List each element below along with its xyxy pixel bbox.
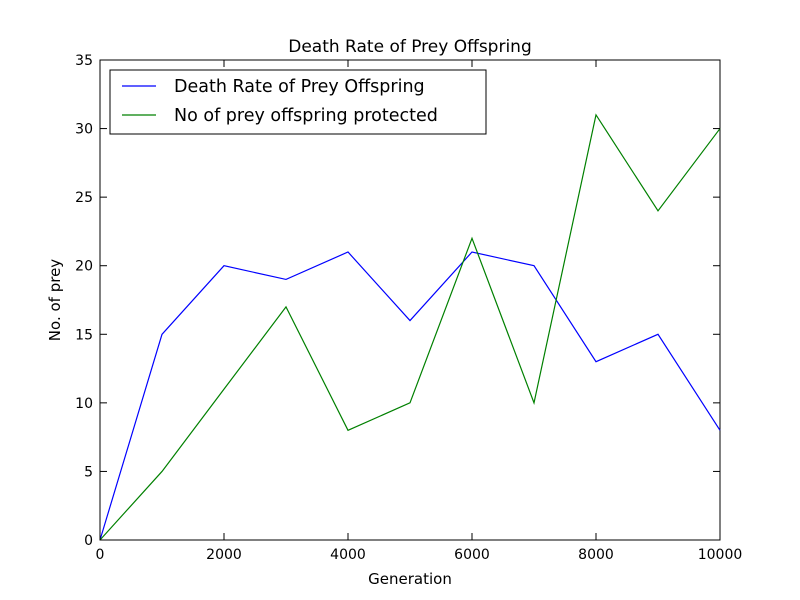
y-axis-label: No. of prey xyxy=(46,259,64,341)
legend-box xyxy=(109,69,487,135)
y-tick-label: 5 xyxy=(84,464,93,480)
x-axis-label: Generation xyxy=(368,570,452,588)
y-tick-label: 0 xyxy=(84,533,93,549)
y-tick-label: 35 xyxy=(75,53,93,69)
y-tick-label: 30 xyxy=(75,122,93,138)
x-tick-label: 0 xyxy=(96,547,105,563)
series-layer xyxy=(99,113,721,541)
axis-tick-labels: 0 2000 4000 6000 8000 10000 0 5 10 15 20 25 30 35 xyxy=(75,53,742,563)
series-line-1 xyxy=(99,251,721,541)
y-tick-label: 25 xyxy=(75,190,93,206)
y-tick-label: 10 xyxy=(75,396,93,412)
y-tick-label: 15 xyxy=(75,327,93,343)
x-tick-label: 6000 xyxy=(454,547,490,563)
x-tick-label: 10000 xyxy=(698,547,743,563)
chart-title: Death Rate of Prey Offspring xyxy=(288,37,532,57)
x-tick-label: 2000 xyxy=(206,547,242,563)
legend: Death Rate of Prey Offspring No of prey o… xyxy=(109,69,487,135)
x-tick-label: 4000 xyxy=(330,547,366,563)
y-tick-label: 20 xyxy=(75,259,93,275)
axis-ticks xyxy=(99,59,721,541)
plot-area xyxy=(99,59,721,541)
x-tick-label: 8000 xyxy=(578,547,614,563)
legend-items: Death Rate of Prey Offspring No of prey o… xyxy=(122,77,438,126)
legend-label-1: Death Rate of Prey Offspring xyxy=(174,77,425,97)
legend-label-2: No of prey offspring protected xyxy=(174,106,438,126)
series-line-2 xyxy=(99,113,721,541)
